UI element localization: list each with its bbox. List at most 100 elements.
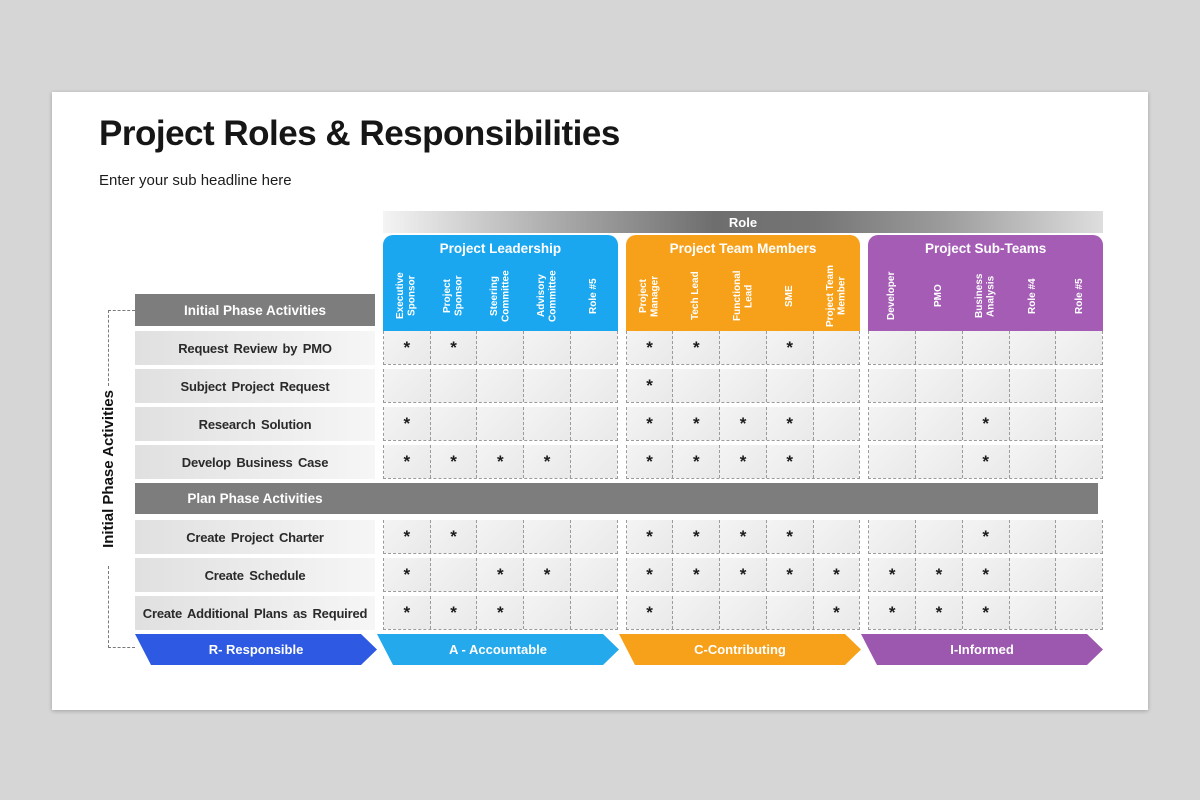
matrix-body: Initial Phase Activities Request Review b… <box>135 294 1104 665</box>
matrix-cell <box>1008 369 1056 402</box>
page-subtitle: Enter your sub headline here <box>99 172 292 189</box>
matrix-cell <box>1008 445 1056 478</box>
asterisk-mark: * <box>403 451 411 471</box>
slide: Project Roles & Responsibilities Enter y… <box>52 92 1148 710</box>
matrix-cell: * <box>915 596 962 629</box>
section-header: Initial Phase Activities <box>135 294 375 326</box>
row-label: Create Additional Plans as Required <box>135 596 375 630</box>
matrix-cell: * <box>719 558 766 591</box>
matrix-cell <box>1055 520 1103 553</box>
matrix-cell <box>1055 445 1103 478</box>
matrix-cell: * <box>429 445 477 478</box>
asterisk-mark: * <box>833 602 840 622</box>
table-row: Create Schedule * * * * * * * * * * * <box>135 558 1104 592</box>
matrix-cell <box>915 445 962 478</box>
matrix-cell <box>869 445 916 478</box>
matrix-cell <box>1008 558 1056 591</box>
matrix-cell <box>1055 596 1103 629</box>
asterisk-mark: * <box>646 602 653 622</box>
matrix-cell <box>476 407 524 440</box>
matrix-cell: * <box>672 331 720 364</box>
matrix-cell <box>765 369 813 402</box>
asterisk-mark: * <box>982 526 989 546</box>
matrix-cell: * <box>719 445 766 478</box>
asterisk-mark: * <box>739 413 747 433</box>
asterisk-mark: * <box>646 451 653 471</box>
asterisk-mark: * <box>786 337 794 357</box>
matrix-cell <box>523 520 570 553</box>
matrix-cell <box>812 520 860 553</box>
matrix-cell <box>869 520 916 553</box>
section-header: Plan Phase Activities <box>135 483 1098 514</box>
group-title: Project Leadership <box>439 240 562 256</box>
asterisk-mark: * <box>403 413 411 433</box>
matrix-cell: * <box>812 596 860 629</box>
asterisk-mark: * <box>403 564 411 584</box>
asterisk-mark: * <box>786 564 794 584</box>
matrix-cell <box>523 369 570 402</box>
matrix-cell <box>569 558 617 591</box>
row-label: Request Review by PMO <box>135 331 375 365</box>
table-row: Subject Project Request * <box>135 369 1104 403</box>
matrix-cell <box>869 331 916 364</box>
matrix-cell <box>384 369 430 402</box>
matrix-cell <box>1055 369 1103 402</box>
matrix-cell: * <box>626 407 673 440</box>
matrix-cell: * <box>429 520 477 553</box>
matrix-cell <box>961 331 1009 364</box>
matrix-cell: * <box>812 558 860 591</box>
matrix-cell <box>429 407 477 440</box>
legend-contributing: C-Contributing <box>619 634 861 665</box>
asterisk-mark: * <box>692 337 700 357</box>
asterisk-mark: * <box>935 564 943 584</box>
matrix-cell: * <box>961 407 1009 440</box>
matrix-cell: * <box>384 331 430 364</box>
role-header-label: Role <box>728 214 758 230</box>
table-row: Create Project Charter * * * * * * * <box>135 520 1104 554</box>
asterisk-mark: * <box>786 413 794 433</box>
matrix-cell <box>476 331 524 364</box>
matrix-cell <box>569 520 617 553</box>
row-label: Develop Business Case <box>135 445 375 479</box>
matrix-cell: * <box>384 407 430 440</box>
matrix-cell: * <box>626 445 673 478</box>
matrix-cell <box>523 596 570 629</box>
matrix-cell <box>961 369 1009 402</box>
legend-informed: I-Informed <box>861 634 1103 665</box>
matrix-cell: * <box>384 596 430 629</box>
role-header-bar: Role <box>383 211 1103 233</box>
matrix-cell: * <box>626 596 673 629</box>
matrix-cell: * <box>672 520 720 553</box>
matrix-cell <box>869 369 916 402</box>
asterisk-mark: * <box>739 526 747 546</box>
matrix-cell: * <box>869 596 916 629</box>
phase-bracket-top <box>108 310 135 386</box>
matrix-cell <box>1008 596 1056 629</box>
table-row: Develop Business Case * * * * * * * * * <box>135 445 1104 479</box>
asterisk-mark: * <box>403 337 411 357</box>
matrix-cell <box>719 596 766 629</box>
matrix-cell <box>476 520 524 553</box>
matrix-cell <box>569 369 617 402</box>
asterisk-mark: * <box>739 451 747 471</box>
matrix-cell <box>569 331 617 364</box>
matrix-cell: * <box>384 445 430 478</box>
matrix-cell: * <box>523 558 570 591</box>
matrix-cell: * <box>626 369 673 402</box>
legend-accountable: A - Accountable <box>377 634 619 665</box>
asterisk-mark: * <box>403 526 411 546</box>
asterisk-mark: * <box>646 413 653 433</box>
group-title: Project Sub-Teams <box>925 240 1047 256</box>
matrix-cell <box>915 369 962 402</box>
matrix-cell <box>569 596 617 629</box>
asterisk-mark: * <box>692 413 700 433</box>
table-row: Research Solution * * * * * * <box>135 407 1104 441</box>
matrix-cell: * <box>915 558 962 591</box>
group-header-0: Project Leadership Executive Sponsor Proje… <box>383 235 618 331</box>
matrix-cell: * <box>672 558 720 591</box>
matrix-cell <box>569 407 617 440</box>
table-row: Request Review by PMO * * * * * <box>135 331 1104 365</box>
asterisk-mark: * <box>888 564 896 584</box>
matrix-cell <box>672 596 720 629</box>
matrix-cell: * <box>719 407 766 440</box>
